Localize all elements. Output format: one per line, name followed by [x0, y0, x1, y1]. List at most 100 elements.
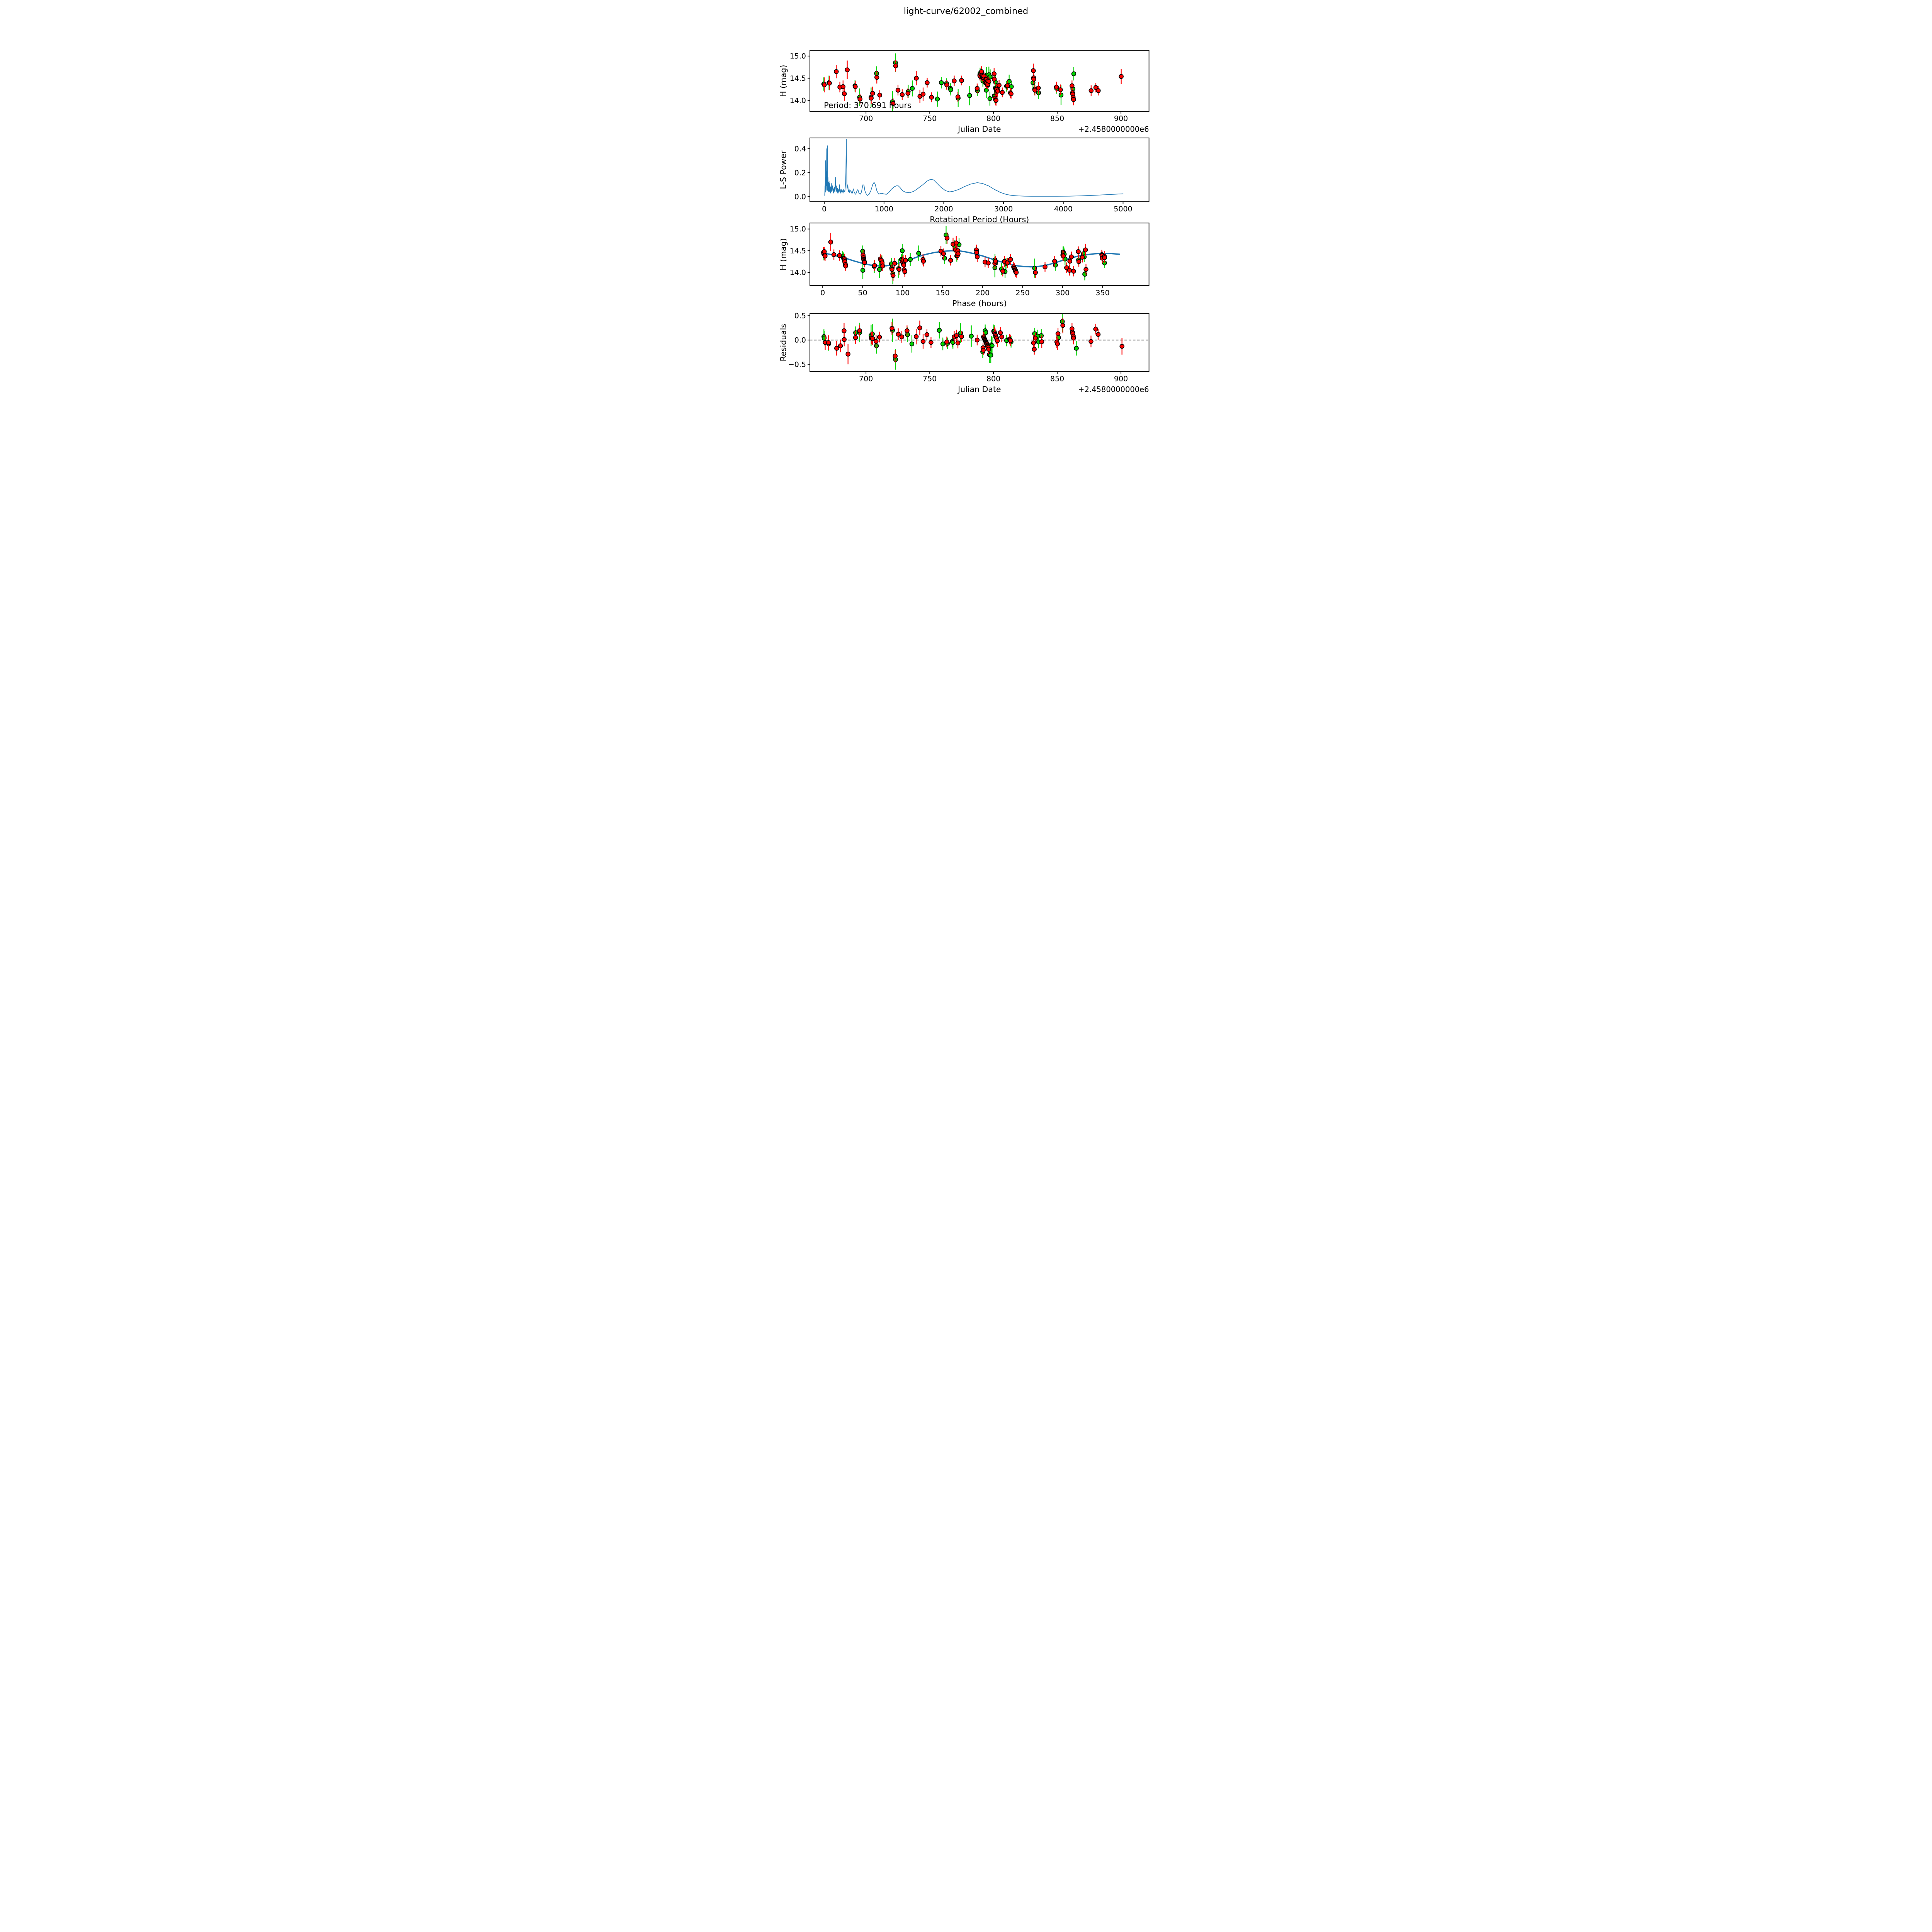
data-point: [902, 269, 907, 274]
data-point: [837, 253, 842, 258]
data-point: [921, 259, 926, 264]
data-point: [937, 328, 942, 333]
x-tick-label: 350: [1095, 289, 1109, 297]
data-point: [990, 343, 995, 348]
data-point: [892, 261, 897, 266]
x-tick-label: 750: [923, 114, 937, 123]
data-point: [995, 88, 1000, 94]
data-point: [1080, 255, 1085, 260]
data-point: [891, 273, 896, 278]
y-tick-label: 14.0: [790, 96, 806, 105]
data-point: [845, 352, 850, 357]
jd-light-curve-x-offset-text: +2.4580000000e6: [1078, 125, 1149, 134]
data-point: [826, 340, 831, 345]
data-point: [914, 76, 919, 81]
data-point: [1074, 346, 1079, 351]
data-point: [877, 335, 882, 340]
data-point: [853, 335, 858, 340]
data-point: [924, 332, 930, 337]
data-point: [993, 259, 998, 264]
data-point: [880, 264, 885, 269]
x-tick-label: 100: [896, 289, 910, 297]
data-point: [944, 339, 949, 345]
data-point: [869, 95, 874, 101]
data-point: [896, 267, 902, 272]
data-point: [1071, 269, 1076, 274]
y-tick-label: 0.2: [794, 168, 806, 177]
data-point: [1060, 319, 1065, 324]
data-point: [929, 95, 934, 100]
jd-light-curve-axes-box: [810, 50, 1150, 112]
data-point: [920, 92, 926, 97]
y-tick-label: 0.0: [794, 192, 806, 201]
data-point: [967, 93, 972, 98]
data-point: [874, 75, 879, 80]
data-point: [948, 258, 953, 263]
figure: light-curve/62002_combined 700 750 800 850 9…: [757, 0, 1175, 417]
data-point: [969, 333, 974, 339]
x-tick-label: 150: [935, 289, 949, 297]
data-point: [840, 84, 846, 89]
data-point: [889, 326, 895, 331]
data-point: [1032, 88, 1037, 93]
panel-phase-light-curve: 0 50 100 150 200 250 300 350 14.0 14.5 15.0 Phase (…: [779, 223, 1150, 308]
data-point: [893, 354, 898, 359]
data-point: [1054, 85, 1059, 90]
data-point: [1033, 270, 1038, 275]
data-point: [842, 91, 847, 96]
jd-light-curve-xlabel: Julian Date: [957, 124, 1001, 134]
data-point: [981, 348, 986, 353]
y-tick-label: 14.0: [790, 269, 806, 277]
data-point: [1095, 332, 1101, 337]
data-point: [822, 82, 827, 87]
data-point: [917, 94, 922, 99]
data-point: [1119, 74, 1124, 79]
data-point: [940, 341, 946, 347]
phase-light-curve-plot-area: [821, 226, 1120, 284]
x-tick-label: 0: [820, 289, 825, 297]
data-point: [908, 257, 913, 262]
data-point: [1071, 335, 1076, 341]
data-point: [1055, 341, 1060, 347]
data-point: [1005, 260, 1010, 265]
red-residuals: [823, 318, 1124, 364]
data-point: [959, 334, 964, 339]
data-point: [1088, 88, 1094, 93]
data-point: [935, 97, 940, 102]
data-point: [952, 78, 957, 83]
data-point: [857, 97, 862, 102]
data-point: [870, 91, 875, 96]
data-point: [895, 88, 901, 93]
data-point: [974, 250, 979, 255]
data-point: [1000, 269, 1005, 274]
data-point: [903, 258, 908, 263]
data-point: [944, 236, 950, 241]
y-tick-label: 14.5: [790, 74, 806, 83]
data-point: [853, 84, 858, 89]
data-point: [1060, 323, 1065, 328]
data-point: [1008, 257, 1013, 262]
data-point: [975, 254, 980, 259]
phase-light-curve-fit-curve: [822, 250, 1120, 268]
x-tick-label: 850: [1050, 375, 1064, 383]
data-point: [913, 334, 919, 339]
jd-light-curve-ylabel: H (mag): [779, 65, 788, 97]
residuals-xlabel: Julian Date: [957, 385, 1001, 394]
data-point: [1031, 77, 1036, 82]
data-point: [1070, 83, 1075, 88]
data-point: [954, 333, 959, 338]
data-point: [1069, 254, 1074, 259]
x-tick-label: 200: [976, 289, 990, 297]
data-point: [1067, 268, 1072, 273]
data-point: [1102, 255, 1107, 260]
panel-residuals: 700 750 800 850 900 −0.5 0.0 0.5 Julian Date Resi…: [779, 312, 1150, 394]
data-point: [999, 334, 1004, 340]
data-point: [987, 96, 993, 101]
residuals-axes-box: [810, 313, 1150, 372]
data-point: [954, 240, 959, 245]
data-point: [877, 267, 882, 272]
data-point: [1031, 68, 1036, 73]
residuals-ylabel: Residuals: [779, 324, 788, 361]
data-point: [988, 352, 993, 358]
data-point: [917, 325, 922, 330]
